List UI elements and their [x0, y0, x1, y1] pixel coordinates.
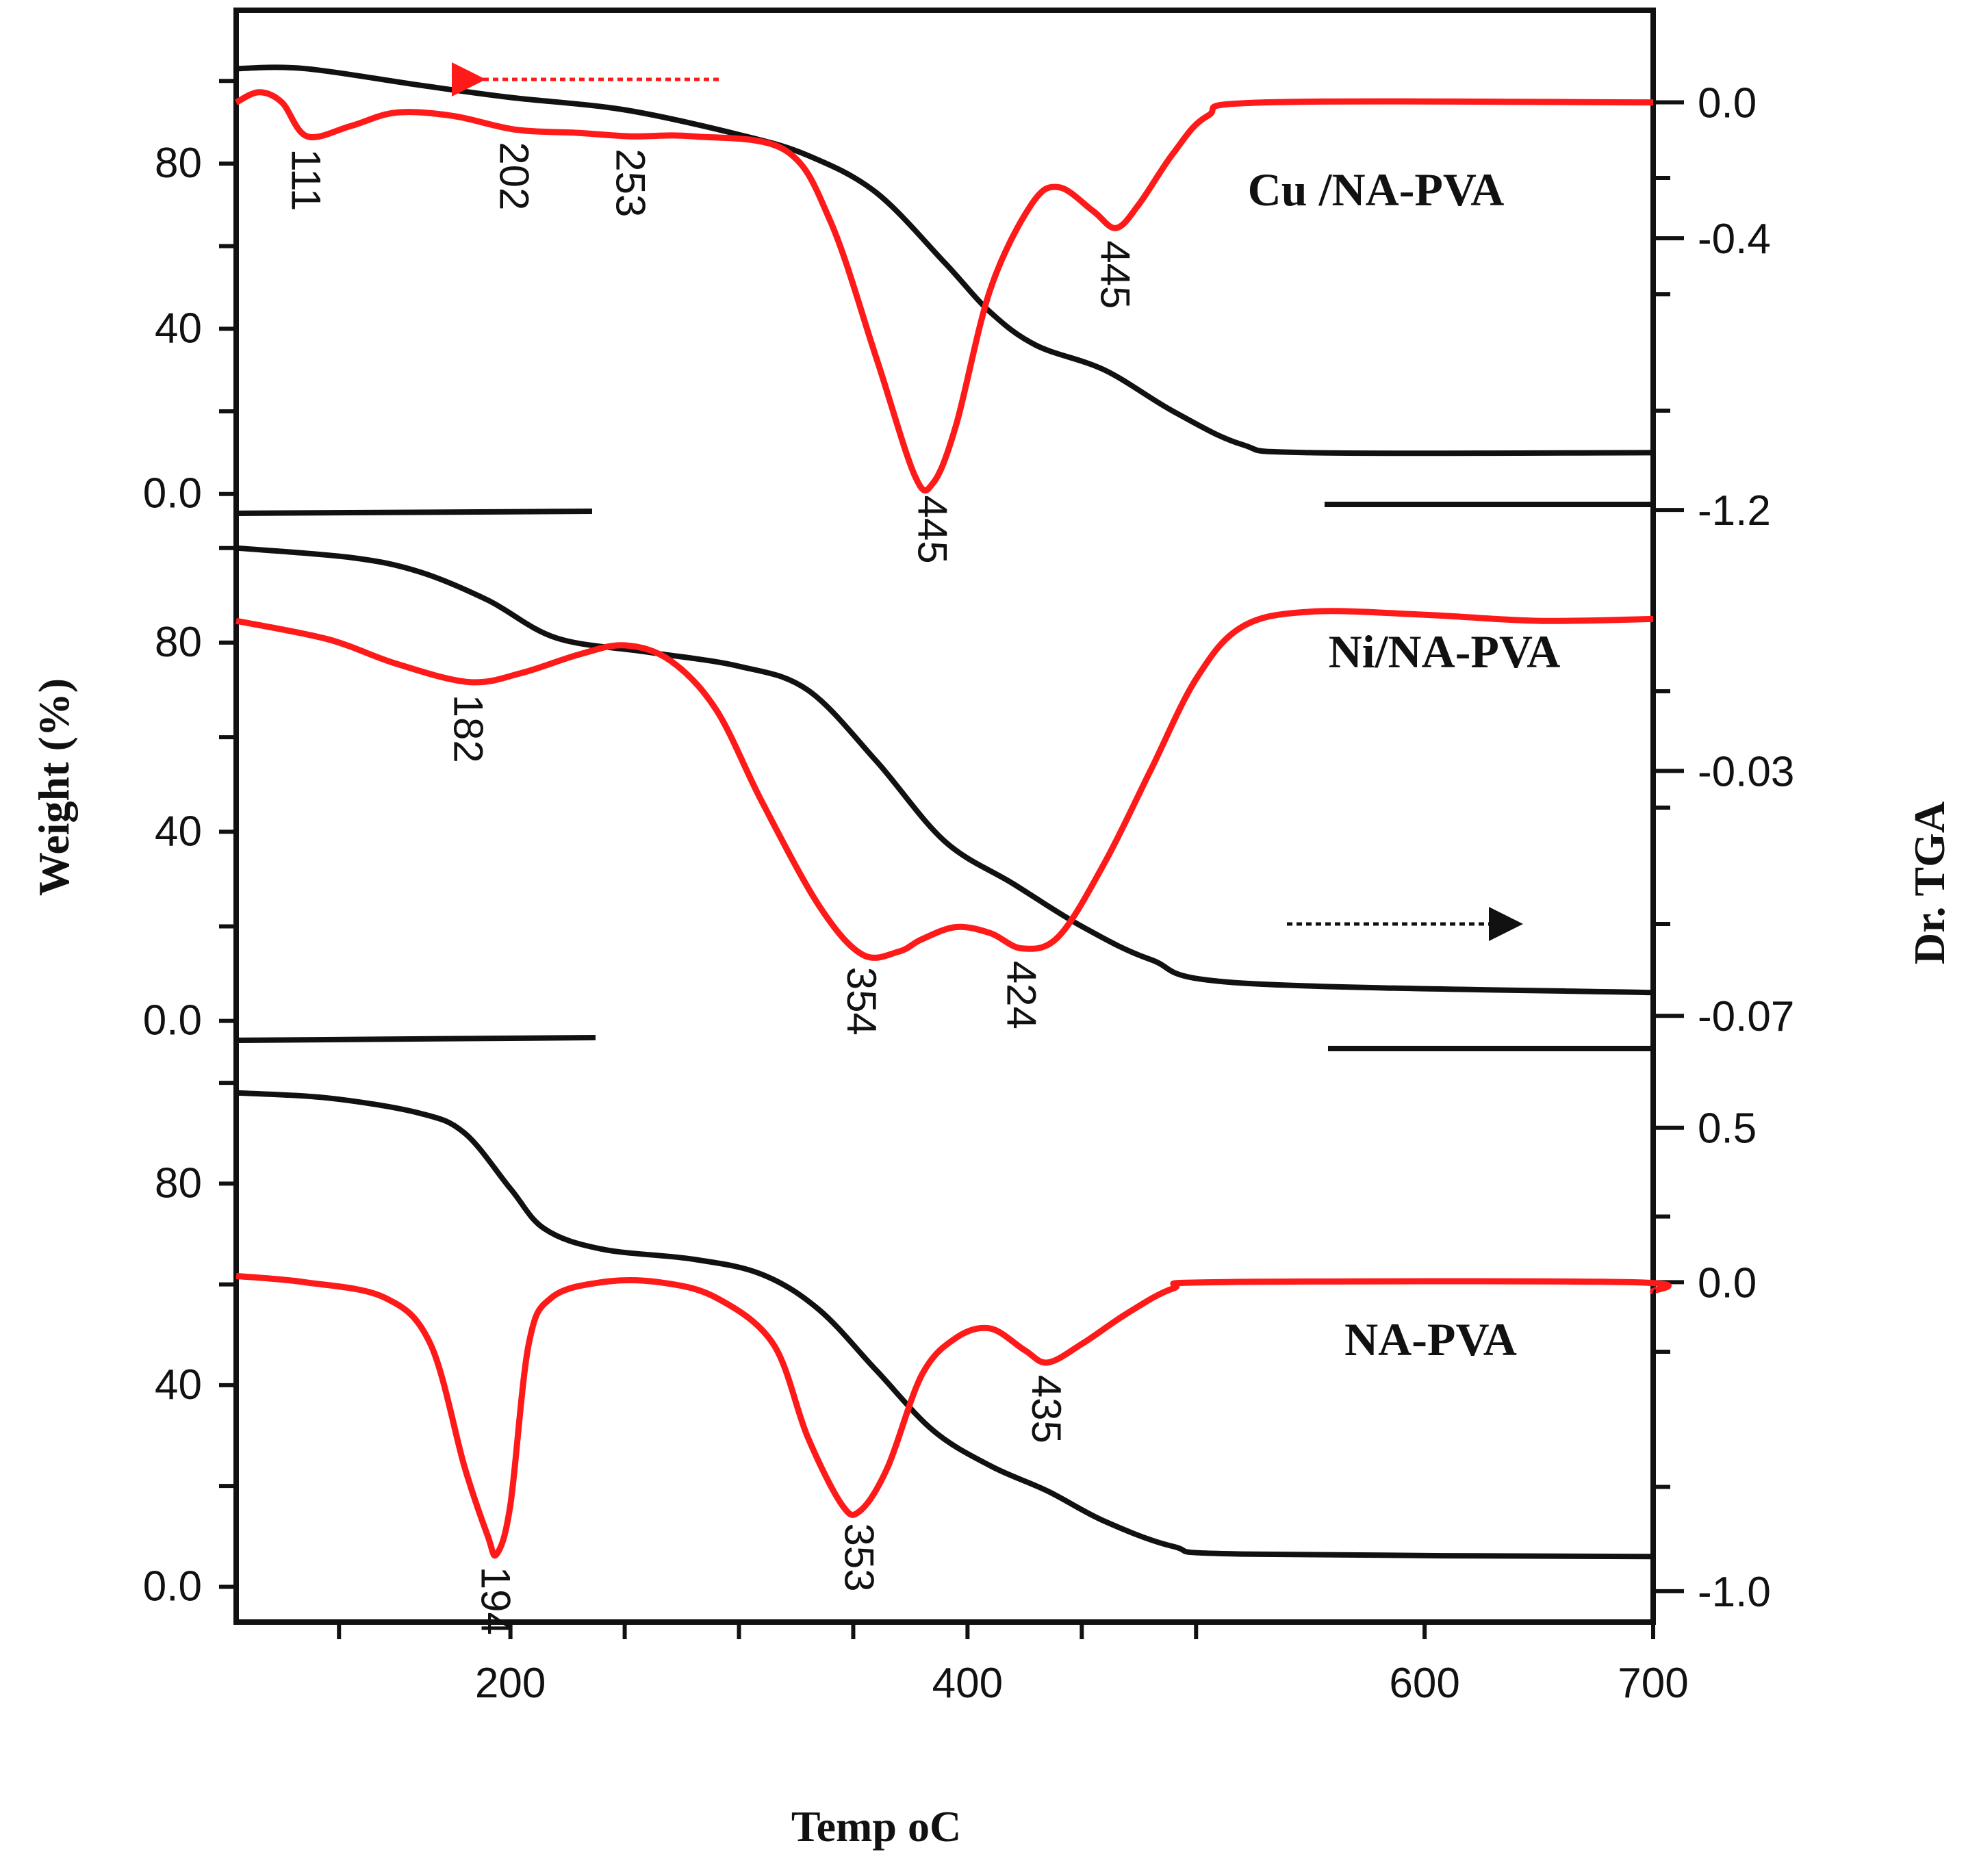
y-axis-title-left: Weight (%): [29, 678, 78, 896]
dtg-curve: [235, 608, 1654, 961]
deriv-tick-label: -1.0: [1698, 1569, 1771, 1616]
peak-label: 435: [1023, 1375, 1069, 1443]
weight-tick-label: 0.0: [143, 1563, 202, 1610]
x-axis-ticks: 200 400 600 700: [337, 1622, 1689, 1707]
weight-tick-label: 40: [155, 1361, 202, 1409]
panel-1: 0.0 40 80 -0.03 -0.07 182 354 424 Ni/NA-PVA: [143, 545, 1794, 1044]
deriv-tick-label: -1.2: [1698, 487, 1771, 535]
dtg-curve: [235, 1272, 1672, 1559]
panel-label: Ni/NA-PVA: [1329, 626, 1561, 678]
peak-label: 111: [283, 149, 329, 211]
tga-curve: [235, 64, 1654, 457]
peak-label: 445: [909, 496, 955, 564]
x-tick-label: 200: [475, 1660, 546, 1707]
deriv-tick-label: 0.0: [1698, 1259, 1757, 1307]
x-tick-label: 700: [1618, 1660, 1688, 1707]
panel-0: 0.0 40 80 0.0 -0.4 -1.2 111 202 253 445 445 Cu /NA-…: [143, 64, 1771, 564]
deriv-tick-label: -0.03: [1698, 748, 1794, 795]
deriv-tick-label: 0.0: [1698, 80, 1757, 127]
peak-label: 354: [839, 967, 884, 1036]
x-tick-label: 600: [1389, 1660, 1459, 1707]
peak-label: 253: [608, 149, 654, 217]
peak-label: 182: [446, 695, 491, 763]
weight-tick-label: 80: [155, 619, 202, 666]
x-axis-title: Temp oC: [791, 1802, 961, 1851]
panels: 0.0 40 80 0.0 -0.4 -1.2 111 202 253 445 445 Cu /NA-…: [143, 64, 1794, 1635]
peak-label: 194: [473, 1567, 519, 1635]
deriv-tick-label: 0.5: [1698, 1105, 1757, 1153]
separator-2-left: [235, 1035, 596, 1043]
panel-label: Cu /NA-PVA: [1248, 164, 1505, 216]
deriv-tick-label: -0.07: [1698, 993, 1794, 1040]
dtg-curve: [234, 89, 1654, 494]
weight-tick-label: 0.0: [143, 997, 202, 1044]
weight-tick-label: 80: [155, 1159, 202, 1207]
tga-curve: [235, 545, 1654, 996]
peak-label: 445: [1092, 240, 1138, 309]
weight-tick-label: 0.0: [143, 470, 202, 517]
x-tick-label: 400: [932, 1660, 1003, 1707]
tga-curve: [235, 1090, 1654, 1560]
weight-tick-label: 40: [155, 305, 202, 352]
weight-tick-label: 40: [155, 808, 202, 855]
panel-label: NA-PVA: [1344, 1313, 1517, 1365]
y-axis-title-right: Dr. TGA: [1905, 801, 1954, 964]
panel-2: 0.0 40 80 0.5 0.0 -1.0 194 353 435 NA-PVA: [143, 1081, 1771, 1635]
weight-tick-label: 80: [155, 140, 202, 187]
separator-1-left: [235, 509, 593, 516]
peak-label: 353: [837, 1524, 882, 1592]
peak-label: 424: [999, 961, 1045, 1029]
deriv-tick-label: -0.4: [1698, 216, 1771, 263]
peak-label: 202: [491, 142, 537, 210]
